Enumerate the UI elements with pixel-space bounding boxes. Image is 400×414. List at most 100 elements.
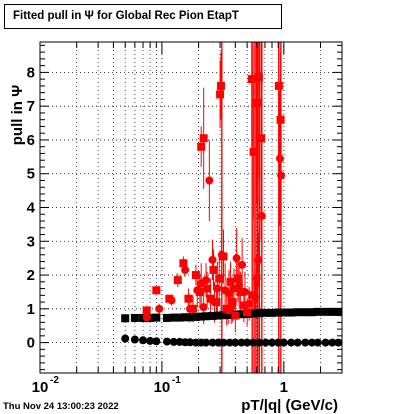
- data-point-square: [184, 294, 193, 303]
- data-point-circle: [231, 338, 240, 347]
- data-point-square: [313, 307, 322, 316]
- data-point-circle: [225, 338, 234, 347]
- data-point-square: [252, 98, 261, 107]
- data-point-circle: [243, 338, 252, 347]
- data-point-square: [249, 147, 258, 156]
- data-point-square: [293, 308, 302, 317]
- data-point-square: [228, 298, 237, 307]
- data-point-circle: [257, 211, 266, 220]
- error-bars: [146, 42, 282, 373]
- data-point-circle: [224, 306, 233, 315]
- data-point-circle: [250, 293, 259, 302]
- data-point-square: [179, 259, 188, 268]
- data-point-circle: [130, 335, 139, 344]
- data-point-circle: [202, 338, 211, 347]
- data-point-square: [255, 309, 264, 318]
- y-axis-label: pull in Ψ: [9, 85, 26, 145]
- data-point-circle: [208, 255, 217, 264]
- data-point-circle: [193, 286, 202, 295]
- data-point-circle: [277, 171, 286, 180]
- data-point-circle: [146, 336, 155, 345]
- data-point-square: [216, 81, 225, 90]
- data-point-square: [237, 310, 246, 319]
- data-point-circle: [208, 338, 217, 347]
- data-point-square: [254, 73, 263, 82]
- data-point-square: [216, 90, 225, 99]
- data-point-square: [321, 307, 330, 316]
- data-point-circle: [155, 304, 164, 313]
- data-point-square: [334, 307, 343, 316]
- data-point-circle: [274, 338, 283, 347]
- data-point-circle: [162, 337, 171, 346]
- data-point-square: [233, 274, 242, 283]
- data-point-square: [173, 276, 182, 285]
- data-point-square: [287, 308, 296, 317]
- data-point-circle: [287, 338, 296, 347]
- y-tick-label: 1: [27, 301, 35, 318]
- data-point-circle: [254, 255, 263, 264]
- data-point-square: [175, 313, 184, 322]
- data-point-square: [169, 313, 178, 322]
- y-tick-label: 0: [27, 335, 35, 352]
- data-point-circle: [301, 338, 310, 347]
- data-point-square: [197, 142, 206, 151]
- data-point-square: [214, 311, 223, 320]
- data-point-circle: [205, 176, 214, 185]
- data-point-square: [219, 311, 228, 320]
- data-point-circle: [237, 338, 246, 347]
- x-tick-label: 1: [280, 379, 288, 396]
- data-point-square: [121, 314, 130, 323]
- y-tick-label: 7: [27, 98, 35, 115]
- data-point-circle: [121, 334, 130, 343]
- data-point-square: [162, 313, 171, 322]
- grid-lines: [39, 42, 342, 373]
- data-point-square: [231, 311, 240, 320]
- data-point-square: [226, 277, 235, 286]
- data-point-circle: [186, 304, 195, 313]
- data-point-circle: [235, 281, 244, 290]
- x-tick-label: 10: [154, 379, 171, 396]
- x-axis-label: pT/|q| (GeV/c): [241, 397, 338, 414]
- data-point-square: [236, 287, 245, 296]
- x-tick-exponent: -1: [172, 375, 181, 386]
- data-point-circle: [255, 338, 264, 347]
- data-point-circle: [202, 276, 211, 285]
- y-tick-label: 3: [27, 233, 35, 250]
- data-point-circle: [199, 303, 208, 312]
- data-point-square: [142, 306, 151, 315]
- data-point-circle: [210, 298, 219, 307]
- data-point-square: [257, 134, 266, 143]
- data-point-square: [197, 312, 206, 321]
- data-point-circle: [275, 154, 284, 163]
- data-point-square: [268, 308, 277, 317]
- data-point-square: [249, 309, 258, 318]
- data-point-circle: [268, 338, 277, 347]
- y-tick-label: 4: [27, 200, 36, 217]
- data-point-square: [261, 308, 270, 317]
- y-tick-label: 8: [27, 64, 35, 81]
- data-point-circle: [152, 337, 161, 346]
- data-point-circle: [167, 296, 176, 305]
- data-point-square: [152, 313, 161, 322]
- y-tick-label: 2: [27, 267, 35, 284]
- data-point-circle: [219, 338, 228, 347]
- data-point-square: [243, 308, 252, 317]
- data-point-square: [181, 313, 190, 322]
- data-point-circle: [245, 299, 254, 308]
- data-point-square: [247, 75, 256, 84]
- data-point-square: [199, 134, 208, 143]
- data-point-square: [276, 115, 285, 124]
- data-point-square: [206, 294, 215, 303]
- data-point-square: [191, 271, 200, 280]
- data-point-circle: [240, 287, 249, 296]
- data-point-circle: [186, 338, 195, 347]
- y-tick-label: 6: [27, 132, 35, 149]
- data-point-square: [130, 313, 139, 322]
- data-point-square: [328, 307, 337, 316]
- data-point-circle: [213, 284, 222, 293]
- x-tick-label: 10: [32, 379, 49, 396]
- data-point-square: [225, 310, 234, 319]
- data-point-circle: [321, 338, 330, 347]
